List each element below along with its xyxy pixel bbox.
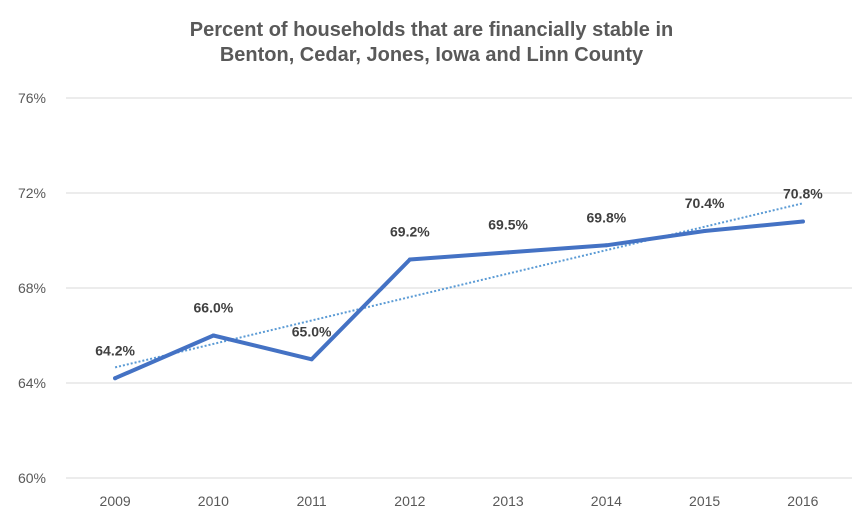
y-tick-label: 60% <box>18 470 46 486</box>
data-label: 70.4% <box>685 195 725 211</box>
data-label: 69.5% <box>488 216 528 232</box>
x-tick-label: 2016 <box>787 493 818 509</box>
y-tick-label: 76% <box>18 90 46 106</box>
series-line <box>113 219 805 381</box>
chart-title-line-2: Benton, Cedar, Jones, Iowa and Linn Coun… <box>219 44 644 66</box>
data-point <box>211 333 216 338</box>
x-tick-label: 2009 <box>100 493 131 509</box>
x-tick-label: 2014 <box>591 493 622 509</box>
data-point <box>800 219 805 224</box>
data-label: 70.8% <box>783 186 823 202</box>
data-point <box>309 357 314 362</box>
trendline <box>114 202 804 369</box>
x-tick-label: 2010 <box>198 493 229 509</box>
x-tick-label: 2015 <box>689 493 720 509</box>
y-tick-label: 72% <box>18 185 46 201</box>
x-tick-label: 2011 <box>297 493 327 509</box>
data-label: 64.2% <box>95 342 135 358</box>
x-tick-label: 2013 <box>493 493 524 509</box>
data-point <box>113 376 118 381</box>
chart-title-line-1: Percent of households that are financial… <box>189 19 674 41</box>
data-point <box>506 250 511 255</box>
data-point <box>604 243 609 248</box>
data-label: 65.0% <box>292 323 332 339</box>
data-label: 69.2% <box>390 224 430 240</box>
chart-title: Percent of households that are financial… <box>0 18 863 68</box>
data-point <box>702 229 707 233</box>
x-tick-label: 2012 <box>394 493 425 509</box>
data-label: 69.8% <box>587 209 627 225</box>
data-point <box>407 257 412 262</box>
data-label: 66.0% <box>194 300 234 316</box>
y-tick-label: 68% <box>18 280 46 296</box>
y-tick-label: 64% <box>18 375 46 391</box>
